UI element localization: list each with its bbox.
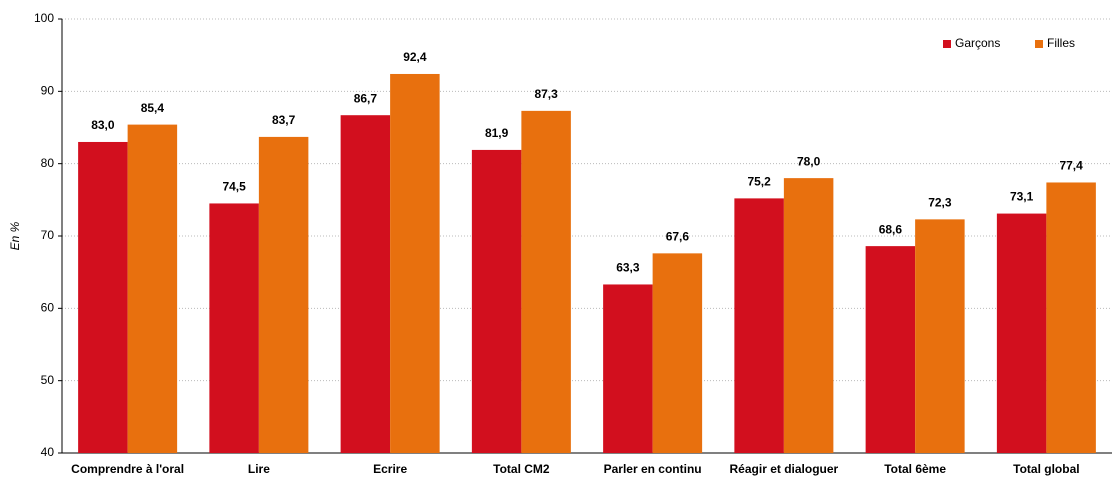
value-label: 85,4 [141,101,165,115]
y-tick-label: 90 [41,84,55,98]
legend-swatch [943,40,951,48]
x-tick-label: Ecrire [373,462,407,476]
y-tick-label: 40 [41,445,55,459]
legend-label: Garçons [955,36,1000,50]
x-tick-label: Total global [1013,462,1079,476]
value-label: 87,3 [534,87,558,101]
y-axis-label: En % [8,221,22,250]
value-label: 73,1 [1010,190,1034,204]
bar [996,213,1047,453]
bar [783,178,834,453]
bar [652,253,703,453]
bar [865,246,916,453]
value-label: 72,3 [928,196,952,210]
bar [1046,182,1096,453]
y-tick-label: 100 [34,11,54,25]
bar [471,149,522,453]
x-tick-label: Comprendre à l'oral [71,462,184,476]
bar [603,284,653,453]
x-tick-label: Total CM2 [493,462,550,476]
bar [209,203,259,453]
value-label: 68,6 [879,222,903,236]
legend-swatch [1035,40,1043,48]
value-label: 83,0 [91,118,115,132]
value-label: 74,5 [222,180,246,194]
value-label: 63,3 [616,261,640,275]
value-label: 67,6 [666,230,690,244]
bar [127,124,178,454]
value-label: 86,7 [354,91,378,105]
x-tick-label: Total 6ème [884,462,946,476]
y-tick-label: 80 [41,156,55,170]
value-label: 78,0 [797,154,821,168]
bar [258,136,309,454]
value-label: 83,7 [272,113,296,127]
y-tick-label: 50 [41,373,55,387]
bar [340,115,391,453]
legend-label: Filles [1047,36,1075,50]
x-tick-label: Lire [248,462,270,476]
y-tick-label: 60 [41,301,55,315]
value-label: 77,4 [1059,159,1083,173]
value-label: 92,4 [403,50,427,64]
bar [734,198,784,453]
bar [521,110,571,453]
value-label: 81,9 [485,126,509,140]
x-tick-label: Parler en continu [604,462,702,476]
x-tick-label: Réagir et dialoguer [730,462,839,476]
bar [78,141,128,453]
y-tick-label: 70 [41,228,55,242]
bar [915,219,965,453]
value-label: 75,2 [747,175,771,189]
bar [390,73,440,454]
